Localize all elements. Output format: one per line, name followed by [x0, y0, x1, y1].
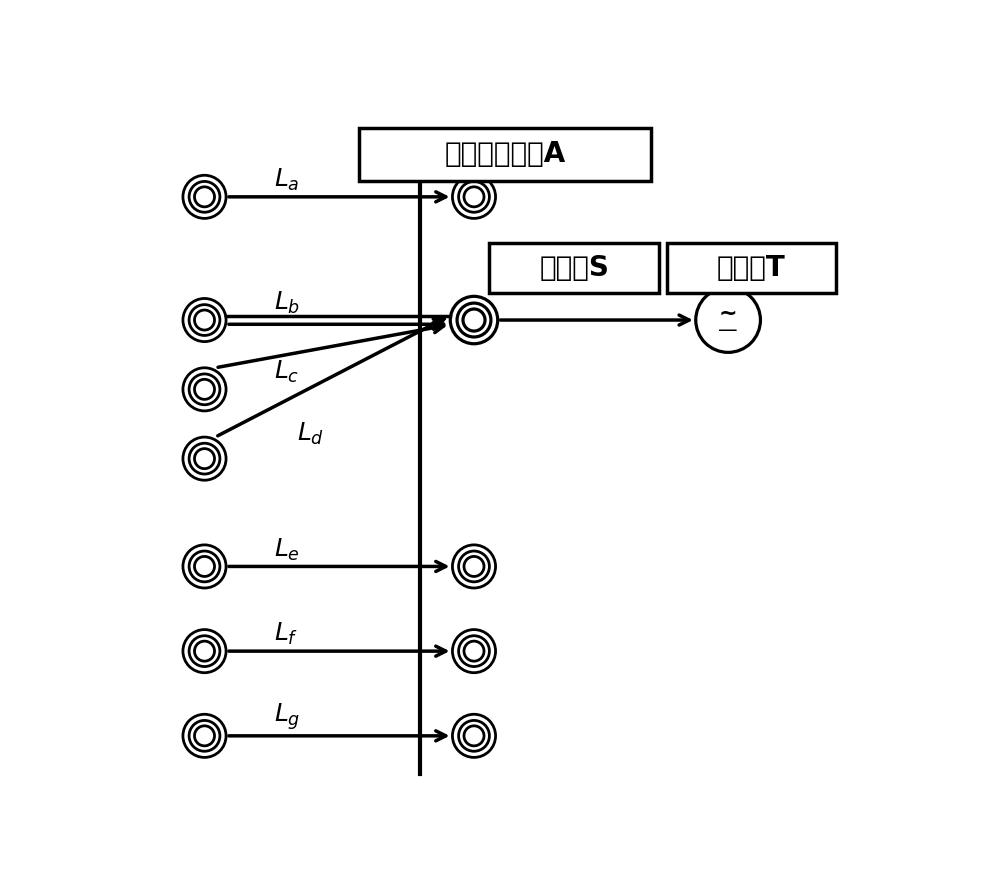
Text: $L_g$: $L_g$	[274, 702, 300, 732]
Text: 交流输电断面A: 交流输电断面A	[444, 141, 565, 168]
Text: $L_b$: $L_b$	[274, 290, 300, 316]
Text: 换流站T: 换流站T	[717, 254, 786, 282]
FancyBboxPatch shape	[666, 243, 836, 293]
Text: —: —	[718, 321, 738, 340]
Text: $L_e$: $L_e$	[274, 537, 300, 563]
FancyBboxPatch shape	[358, 127, 651, 182]
Text: 变电站S: 变电站S	[539, 254, 609, 282]
Text: $L_d$: $L_d$	[297, 421, 324, 447]
FancyBboxPatch shape	[489, 243, 659, 293]
Text: $L_f$: $L_f$	[274, 621, 298, 647]
Text: ~: ~	[719, 304, 737, 323]
Text: $L_c$: $L_c$	[274, 359, 299, 385]
Text: $L_a$: $L_a$	[274, 167, 299, 193]
